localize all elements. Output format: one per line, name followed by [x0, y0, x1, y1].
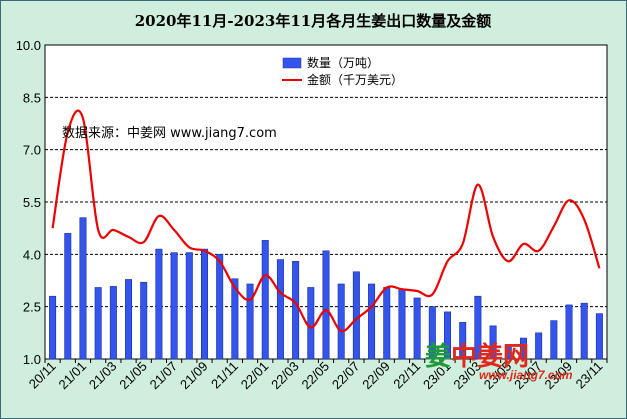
x-tick-label: 22/11	[390, 359, 423, 392]
bar-series	[49, 217, 603, 360]
y-tick-label: 5.5	[23, 195, 41, 210]
bar	[459, 322, 467, 360]
bar	[595, 313, 603, 360]
legend-label-amount: 金额（千万美元）	[307, 72, 403, 87]
bar	[64, 233, 72, 360]
line-series	[51, 109, 601, 333]
watermark-logo: 姜 中姜网 www.jiang7.com	[425, 341, 573, 382]
bar	[352, 271, 360, 360]
bar	[383, 287, 391, 360]
x-tick-label: 21/07	[147, 359, 181, 393]
bar	[535, 332, 543, 360]
bar	[368, 283, 376, 360]
watermark-logo-text: 中姜网	[451, 341, 529, 372]
bar	[276, 259, 284, 360]
bar	[444, 311, 452, 360]
bar	[307, 287, 315, 360]
bar	[246, 283, 254, 360]
bar	[170, 252, 178, 360]
x-tick-label: 22/09	[359, 359, 393, 393]
y-tick-label: 8.5	[23, 90, 41, 105]
bar	[216, 254, 224, 360]
bar	[398, 288, 406, 360]
bar	[79, 217, 87, 360]
y-axis: 1.0 2.5 4.0 5.5 7.0 8.5 10.0	[16, 38, 41, 367]
y-tick-label: 1.0	[23, 352, 41, 367]
legend: 数量（万吨） 金额（千万美元）	[282, 55, 403, 87]
bar	[94, 287, 102, 360]
legend-label-quantity: 数量（万吨）	[307, 55, 379, 70]
bar	[504, 344, 512, 360]
bar	[231, 278, 239, 360]
chart-title: 2020年11月-2023年11月各月生姜出口数量及金额	[135, 12, 491, 30]
bar	[550, 320, 558, 360]
bar	[322, 250, 330, 360]
legend-bar-swatch	[282, 57, 302, 69]
bar	[155, 248, 163, 360]
y-tick-label: 2.5	[23, 300, 41, 315]
bar	[337, 283, 345, 360]
bar	[200, 248, 208, 360]
x-tick-label: 21/05	[116, 359, 150, 393]
x-tick-label: 22/07	[329, 359, 363, 393]
amount-line	[51, 109, 601, 333]
y-tick-label: 4.0	[23, 247, 41, 262]
y-tick-label: 7.0	[23, 143, 41, 158]
bar	[140, 281, 148, 360]
bar	[49, 295, 57, 360]
x-tick-label: 22/03	[268, 359, 302, 393]
bar	[413, 297, 421, 360]
x-tick-label: 23/11	[573, 359, 606, 392]
bar	[489, 325, 497, 360]
bar	[519, 337, 527, 360]
bar	[580, 302, 588, 360]
bar	[428, 306, 436, 360]
bar	[125, 279, 133, 360]
bar	[474, 295, 482, 360]
bar	[261, 240, 269, 360]
x-tick-label: 21/01	[55, 359, 89, 393]
x-tick-label: 22/01	[238, 359, 272, 393]
x-tick-label: 21/09	[177, 359, 211, 393]
data-source-annotation: 数据来源：中姜网 www.jiang7.com	[62, 126, 277, 141]
bar	[565, 304, 573, 360]
bar	[109, 286, 117, 360]
bar	[292, 261, 300, 360]
x-tick-label: 22/05	[299, 359, 333, 393]
y-tick-label: 10.0	[16, 38, 41, 53]
watermark-logo-icon: 姜	[425, 341, 451, 372]
watermark-url: www.jiang7.com	[479, 368, 573, 382]
bar	[185, 252, 193, 360]
x-tick-label: 21/03	[86, 359, 120, 393]
x-tick-label: 21/11	[208, 359, 241, 392]
